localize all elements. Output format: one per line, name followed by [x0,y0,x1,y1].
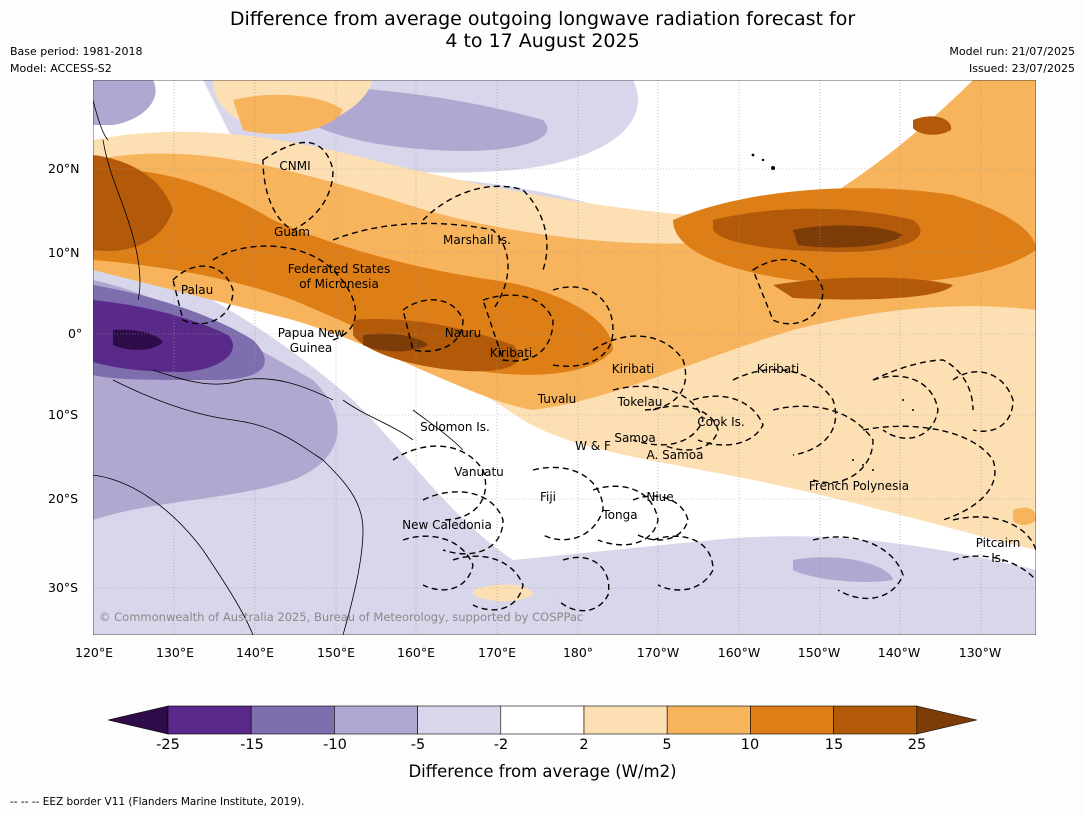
colorbar-tick: -15 [240,737,264,753]
label-samoa: Samoa [614,431,656,445]
base-period: Base period: 1981-2018 [10,45,143,58]
colorbar-segment [666,705,751,735]
label-fiji: Fiji [539,490,557,504]
colorbar-tick: -25 [156,737,180,753]
label-tuvalu: Tuvalu [537,392,577,406]
colorbar-extend-high [916,705,977,735]
lat-label-20n: 20°N [48,161,80,176]
colorbar-tick: 15 [824,737,844,753]
colorbar-segment [833,705,918,735]
lon-label-160e: 160°E [396,645,436,660]
lon-label-170w: 170°W [636,645,680,660]
label-marshall-islands: Marshall Is. [443,233,511,247]
label-palau: Palau [180,283,214,297]
label-nauru: Nauru [444,326,482,340]
colorbar-tick: 25 [907,737,927,753]
anomaly-orange [93,80,1036,525]
lon-label-150e: 150°E [316,645,356,660]
lon-label-180: 180° [562,645,594,660]
eez-borders [172,141,1036,612]
label-png-line2: Guinea [289,341,333,355]
model-run: Model run: 21/07/2025 [949,45,1075,58]
model-name: Model: ACCESS-S2 [10,62,112,75]
lat-label-30s: 30°S [48,580,79,595]
colorbar-segment [500,705,585,735]
lon-label-170e: 170°E [477,645,517,660]
gridlines [93,80,1036,635]
label-pitcairn-line2: Is. [991,551,1005,565]
colorbar [107,705,977,735]
colorbar-segment [583,705,668,735]
label-tokelau: Tokelau [617,395,663,409]
colorbar-segment [417,705,502,735]
lon-label-160w: 160°W [717,645,761,660]
label-niue: Niue [646,490,674,504]
colorbar-segment [167,705,252,735]
colorbar-segment [750,705,834,735]
anomaly-deep-purple [93,300,233,372]
meta-left: Base period: 1981-2018 Model: ACCESS-S2 [10,43,142,77]
label-cnmi: CNMI [279,159,311,173]
label-guam: Guam [274,225,310,239]
lon-label-140w: 140°W [877,645,921,660]
lon-label-130e: 130°E [155,645,195,660]
label-fsm-line1: Federated States [287,262,391,276]
colorbar-segment [334,705,418,735]
islands [751,153,914,471]
colorbar-label: Difference from average (W/m2) [408,762,677,781]
title-line-1: Difference from average outgoing longwav… [229,8,856,30]
label-png-line1: Papua New [277,326,345,340]
label-solomon-islands: Solomon Is. [420,420,490,434]
lat-label-10n: 10°N [48,245,80,260]
coastlines [93,99,464,635]
copyright-notice: © Commonwealth of Australia 2025, Bureau… [99,610,584,624]
label-kiribati-central: Kiribati [611,362,655,376]
meta-right: Model run: 21/07/2025 Issued: 23/07/2025 [949,43,1075,77]
colorbar-tick: -2 [493,737,509,753]
label-american-samoa: A. Samoa [646,448,704,462]
anomaly-darkest-purple [113,329,163,350]
label-pitcairn-line1: Pitcairn [975,536,1021,550]
label-french-polynesia: French Polynesia [808,479,910,493]
colorbar-segment [250,705,335,735]
title-line-2: 4 to 17 August 2025 [445,30,640,52]
colorbar-tick: -5 [410,737,426,753]
issued-date: Issued: 23/07/2025 [968,62,1075,75]
lat-label-10s: 10°S [48,407,79,422]
lon-label-130w: 130°W [958,645,1002,660]
label-cook-islands: Cook Is. [697,415,745,429]
colorbar-tick: 5 [662,737,672,753]
colorbar-tick: 2 [579,737,589,753]
label-kiribati-west: Kiribati [489,346,533,360]
chart-title: Difference from average outgoing longwav… [0,8,1085,52]
label-fsm-line2: of Micronesia [299,277,379,291]
map-plot [93,80,1036,635]
lon-label-140e: 140°E [235,645,275,660]
lon-label-150w: 150°W [797,645,841,660]
lon-label-120e: 120°E [74,645,114,660]
label-kiribati-east: Kiribati [756,362,800,376]
footnote-eez: -- -- -- EEZ border V11 (Flanders Marine… [10,796,305,808]
label-tonga: Tonga [602,508,638,522]
lat-label-20s: 20°S [48,491,79,506]
label-new-caledonia: New Caledonia [402,518,492,532]
label-vanuatu: Vanuatu [454,465,504,479]
lat-label-0: 0° [68,326,83,341]
colorbar-tick: 10 [740,737,760,753]
label-wallis-futuna: W & F [575,439,611,453]
colorbar-extend-low [107,705,169,735]
colorbar-tick: -10 [323,737,347,753]
